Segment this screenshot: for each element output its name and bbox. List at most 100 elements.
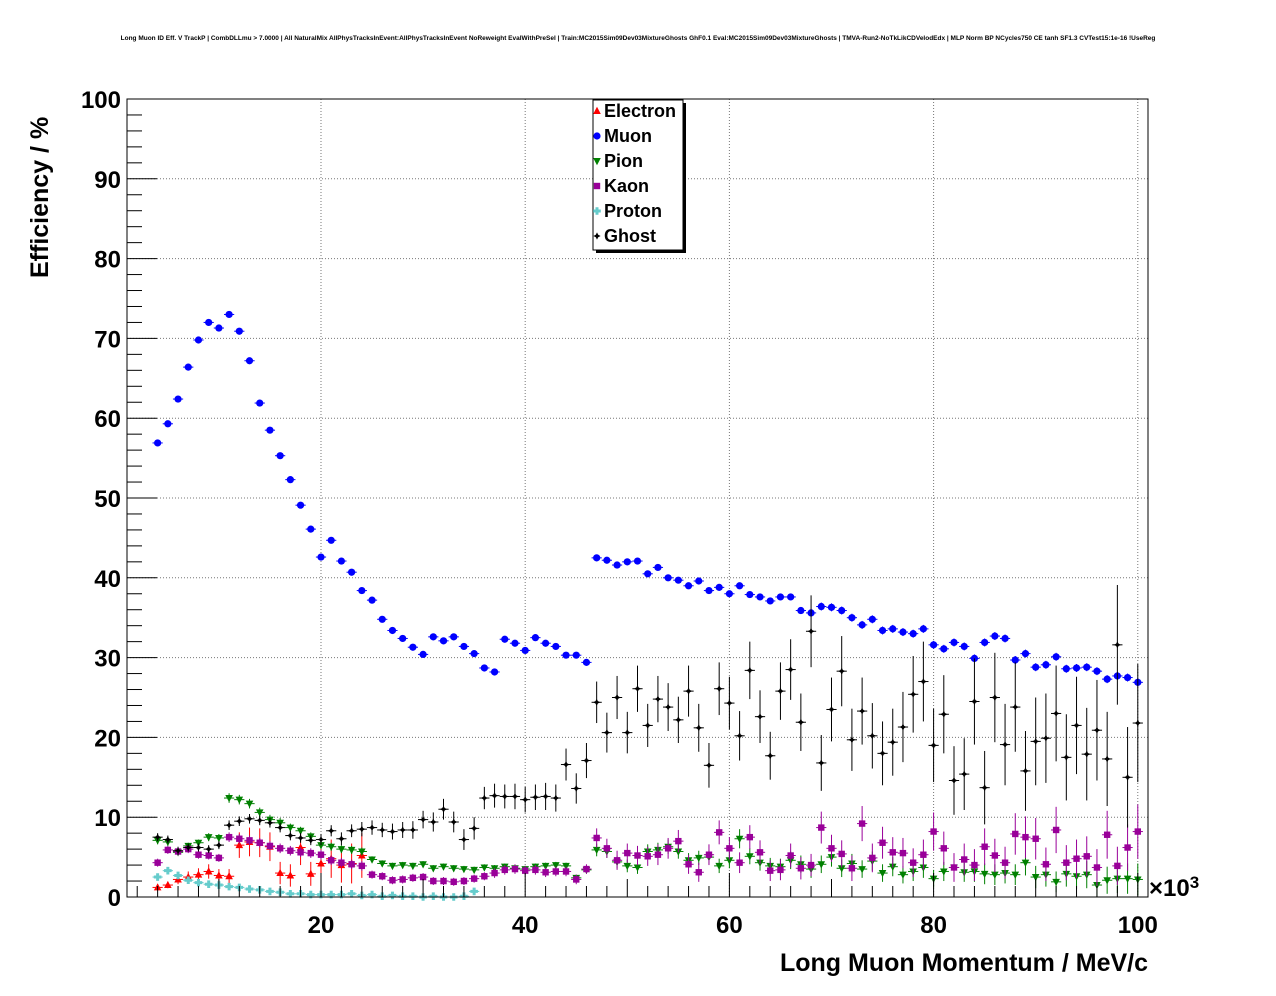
muon-point	[215, 324, 223, 332]
muon-point	[470, 650, 478, 658]
y-tick-label: 20	[94, 725, 121, 752]
pion-point	[204, 834, 213, 842]
pion-point	[378, 860, 387, 868]
y-tick-label: 90	[94, 167, 121, 194]
muon-point	[296, 501, 305, 509]
ghost-point	[644, 721, 652, 730]
legend-label-kaon: Kaon	[604, 176, 649, 196]
pion-point	[439, 863, 448, 871]
kaon-point	[981, 843, 988, 850]
muon-point	[838, 606, 846, 615]
kaon-point	[1083, 853, 1090, 860]
legend-marker-kaon	[593, 182, 601, 190]
ghost-point	[940, 710, 948, 718]
muon-point	[256, 399, 264, 407]
muon-point	[695, 577, 703, 585]
kaon-point	[409, 874, 417, 882]
ghost-point	[899, 723, 907, 731]
kaon-point	[368, 871, 376, 878]
pion-point	[480, 864, 489, 872]
proton-point	[266, 887, 274, 896]
ghost-point	[480, 794, 488, 802]
kaon-point	[307, 849, 314, 857]
pion-point	[194, 839, 203, 847]
x-tick-label: 100	[1118, 912, 1158, 939]
muon-point	[286, 476, 294, 484]
muon-point	[858, 621, 866, 629]
proton-point	[470, 887, 478, 896]
pion-point	[317, 842, 325, 850]
kaon-point	[909, 859, 917, 866]
kaon-point	[389, 877, 396, 884]
muon-point	[960, 642, 968, 651]
muon-point	[889, 625, 897, 633]
ghost-point	[766, 752, 774, 760]
kaon-point	[777, 866, 784, 874]
kaon-point	[940, 845, 947, 852]
kaon-point	[634, 852, 641, 859]
kaon-point	[664, 845, 672, 852]
muon-point	[868, 615, 876, 623]
y-tick-label: 60	[94, 406, 121, 433]
muon-point	[715, 583, 723, 591]
ghost-point	[184, 843, 192, 852]
muon-point	[154, 439, 162, 447]
kaon-point	[991, 852, 999, 859]
muon-point	[1072, 664, 1081, 672]
kaon-point	[328, 857, 335, 864]
muon-point	[235, 327, 243, 335]
muon-point	[184, 363, 192, 371]
ghost-point	[1072, 721, 1081, 730]
proton-point	[429, 892, 438, 901]
ghost-point	[684, 687, 693, 695]
ghost-point	[450, 818, 458, 826]
electron-point	[317, 859, 325, 867]
ghost-point	[695, 724, 703, 732]
kaon-point	[828, 845, 835, 852]
x-tick-label: 80	[920, 912, 947, 939]
muon-point	[225, 310, 233, 319]
muon-point	[317, 553, 325, 561]
ghost-point	[1134, 719, 1142, 727]
ghost-point	[225, 821, 233, 829]
kaon-point	[1042, 861, 1050, 868]
kaon-point	[460, 877, 468, 885]
muon-point	[940, 645, 948, 653]
pion-point	[255, 809, 264, 817]
kaon-point	[338, 859, 345, 866]
ghost-point	[542, 792, 550, 801]
pion-point	[837, 865, 846, 873]
y-tick-label: 70	[94, 326, 121, 353]
kaon-point	[419, 873, 427, 881]
electron-point	[306, 869, 315, 877]
kaon-point	[246, 837, 253, 844]
ghost-point	[909, 690, 917, 698]
muon-point	[276, 452, 284, 460]
kaon-point	[1073, 855, 1080, 862]
muon-point	[164, 420, 172, 428]
ghost-point	[348, 827, 356, 835]
pion-point	[899, 871, 907, 879]
x-tick-label: 40	[512, 912, 539, 939]
kaon-point	[358, 862, 366, 870]
ghost-point	[368, 823, 376, 832]
pion-point	[409, 862, 417, 871]
muon-point	[562, 651, 570, 659]
legend-marker-proton	[593, 207, 601, 215]
ghost-point	[991, 693, 999, 702]
proton-point	[194, 878, 203, 887]
kaon-point	[573, 876, 580, 883]
electron-point	[194, 870, 203, 878]
ghost-point	[705, 761, 713, 769]
kaon-point	[644, 853, 651, 860]
kaon-point	[348, 861, 355, 868]
ghost-point	[633, 685, 642, 693]
kaon-point	[613, 857, 621, 864]
ghost-point	[572, 784, 580, 793]
kaon-point	[1124, 844, 1131, 851]
ghost-point	[1123, 773, 1132, 781]
kaon-point	[603, 845, 611, 852]
kaon-point	[971, 861, 978, 869]
ghost-point	[674, 716, 682, 724]
kaon-point	[317, 851, 325, 858]
